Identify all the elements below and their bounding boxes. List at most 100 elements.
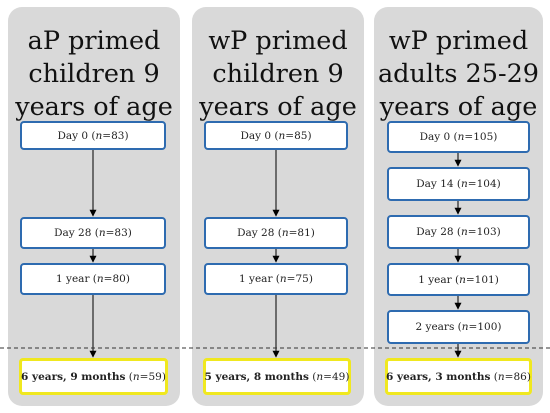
box-label: 5 years, 8 months — [204, 370, 309, 383]
timepoint-box: 1 year (n = 101) — [387, 263, 530, 296]
title-line: years of age — [15, 92, 173, 122]
open-paren: ( — [490, 370, 498, 383]
n-value: 103 — [476, 226, 497, 238]
timepoint-box: Day 14 (n = 104) — [387, 167, 530, 201]
close-paren: ) — [127, 227, 132, 239]
timepoint-box: Day 28 (n = 83) — [20, 217, 166, 249]
close-paren: ) — [345, 370, 350, 383]
n-symbol: n — [279, 273, 287, 285]
final-timepoint-box: 6 years, 3 months (n = 86) — [385, 358, 532, 395]
title-line: adults 25-29 — [377, 59, 540, 89]
timepoint-box: Day 0 (n = 105) — [387, 121, 530, 153]
n-value: 101 — [474, 273, 495, 286]
box-label: Day 28 ( — [416, 226, 461, 238]
eq-sign: = — [467, 226, 477, 238]
eq-sign: = — [464, 131, 474, 143]
close-paren: ) — [493, 131, 498, 143]
eq-sign: = — [468, 321, 478, 333]
timepoint-box: 2 years (n = 100) — [387, 310, 530, 344]
box-label: 1 year ( — [239, 273, 280, 285]
eq-sign: = — [102, 129, 112, 142]
n-value: 49 — [331, 370, 346, 383]
box-label: Day 0 ( — [419, 131, 458, 143]
box-label: Day 28 ( — [54, 227, 99, 239]
box-label: Day 28 ( — [237, 227, 282, 239]
eq-sign: = — [467, 178, 477, 190]
n-symbol: n — [316, 370, 324, 383]
n-symbol: n — [95, 129, 103, 142]
timepoint-box: Day 0 (n = 83) — [20, 121, 166, 150]
box-label: 6 years, 3 months — [386, 370, 491, 383]
eq-sign: = — [103, 273, 113, 285]
n-value: 83 — [111, 129, 125, 142]
n-symbol: n — [461, 321, 469, 333]
box-label: 1 year ( — [56, 273, 97, 285]
close-paren: ) — [161, 370, 166, 383]
eq-sign: = — [465, 273, 475, 286]
close-paren: ) — [310, 227, 315, 239]
final-timepoint-box: 6 years, 9 months (n = 59 ) — [19, 358, 168, 395]
n-symbol: n — [457, 131, 465, 143]
n-symbol: n — [278, 129, 286, 142]
n-symbol: n — [96, 273, 104, 285]
title-line: children 9 — [28, 59, 160, 89]
box-label: Day 14 ( — [416, 178, 461, 190]
close-paren: ) — [526, 370, 531, 383]
n-value: 86 — [513, 370, 527, 383]
n-value: 83 — [114, 227, 128, 239]
n-value: 81 — [297, 227, 311, 239]
title-line: wP primed — [208, 26, 348, 56]
final-timepoint-box: 5 years, 8 months (n = 49) — [203, 358, 351, 395]
n-value: 105 — [473, 131, 494, 143]
timepoint-box: Day 28 (n = 81) — [204, 217, 348, 249]
n-symbol: n — [98, 227, 106, 239]
n-value: 85 — [294, 129, 308, 142]
panel-title: wP primed children 9 years of age — [192, 25, 364, 124]
close-paren: ) — [308, 273, 313, 285]
title-line: years of age — [199, 92, 357, 122]
timepoint-box: Day 28 (n = 103) — [387, 215, 530, 249]
n-value: 75 — [295, 273, 309, 285]
box-label: 2 years ( — [415, 321, 462, 333]
eq-sign: = — [288, 227, 298, 239]
close-paren: ) — [496, 178, 501, 190]
close-paren: ) — [124, 129, 129, 142]
n-value: 80 — [112, 273, 126, 285]
eq-sign: = — [323, 370, 332, 383]
n-symbol: n — [281, 227, 289, 239]
open-paren: ( — [125, 370, 133, 383]
close-paren: ) — [125, 273, 130, 285]
n-symbol: n — [461, 226, 468, 238]
box-label: 1 year ( — [418, 273, 460, 286]
close-paren: ) — [494, 273, 499, 286]
timepoint-box: Day 0 (n = 85) — [204, 121, 348, 150]
panel-ap-children: aP primed children 9 years of age — [8, 7, 180, 406]
panel-title: aP primed children 9 years of age — [8, 25, 180, 124]
eq-sign: = — [285, 129, 295, 142]
n-symbol: n — [497, 370, 505, 383]
eq-sign: = — [286, 273, 296, 285]
n-symbol: n — [459, 273, 466, 286]
box-label: Day 0 ( — [240, 129, 279, 142]
close-paren: ) — [497, 321, 502, 333]
title-line: wP primed — [388, 26, 529, 56]
n-value: 100 — [477, 321, 498, 333]
open-paren: ( — [308, 370, 317, 383]
n-value: 59 — [148, 370, 162, 383]
title-line: children 9 — [212, 59, 344, 89]
box-label: Day 0 ( — [57, 129, 96, 142]
n-symbol: n — [132, 370, 140, 383]
close-paren: ) — [307, 129, 312, 142]
eq-sign: = — [105, 227, 115, 239]
n-symbol: n — [461, 178, 468, 190]
panel-wp-children: wP primed children 9 years of age — [192, 7, 364, 406]
timepoint-box: 1 year (n = 80) — [20, 263, 166, 295]
box-label: 6 years, 9 months — [21, 370, 126, 383]
eq-sign: = — [504, 370, 514, 383]
eq-sign: = — [139, 370, 149, 383]
timepoint-box: 1 year (n = 75) — [204, 263, 348, 295]
close-paren: ) — [496, 226, 501, 238]
title-line: aP primed — [27, 26, 161, 56]
panel-title: wP primed adults 25-29 years of age — [374, 25, 543, 124]
